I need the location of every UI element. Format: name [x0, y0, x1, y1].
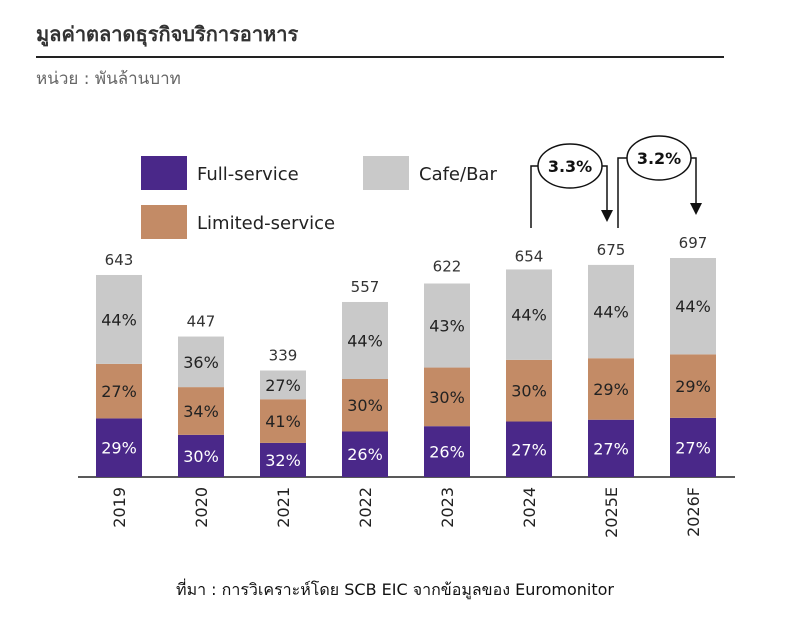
legend-label: Full-service — [197, 164, 299, 185]
x-tick-label: 2022 — [356, 487, 375, 528]
segment-label: 27% — [511, 440, 547, 459]
legend-swatch-2 — [363, 156, 409, 190]
segment-label: 29% — [675, 377, 711, 396]
arrow-head-icon — [690, 203, 702, 215]
total-label: 447 — [187, 313, 216, 331]
total-label: 557 — [351, 278, 380, 296]
growth-ellipse — [537, 143, 603, 189]
bar-segment-cafe-bar-2026F — [670, 258, 716, 355]
total-label: 622 — [433, 258, 462, 276]
bar-segment-full-service-2019 — [96, 418, 142, 477]
bar-segment-full-service-2026F — [670, 417, 716, 477]
x-tick-label: 2019 — [110, 487, 129, 528]
segment-label: 44% — [593, 303, 629, 322]
x-tick-label: 2026F — [684, 487, 703, 537]
bar-segment-limited-service-2021 — [260, 399, 306, 443]
bar-segment-limited-service-2020 — [178, 387, 224, 435]
growth-rate-label: 3.2% — [637, 149, 681, 168]
segment-label: 30% — [511, 382, 547, 401]
segment-label: 43% — [429, 317, 465, 336]
legend-swatch-0 — [141, 156, 187, 190]
bar-segment-limited-service-2026F — [670, 354, 716, 418]
x-tick-label: 2023 — [438, 487, 457, 528]
total-label: 697 — [679, 234, 708, 252]
growth-ellipse — [626, 135, 692, 181]
legend-label: Limited-service — [197, 213, 335, 234]
bar-segment-cafe-bar-2021 — [260, 370, 306, 400]
total-label: 339 — [269, 346, 298, 364]
total-label: 654 — [515, 248, 544, 266]
segment-label: 27% — [675, 438, 711, 457]
bar-segment-full-service-2025E — [588, 419, 634, 477]
segment-label: 44% — [675, 297, 711, 316]
legend-swatch-1 — [141, 205, 187, 239]
segment-label: 30% — [183, 447, 219, 466]
segment-label: 30% — [347, 396, 383, 415]
title-divider — [36, 56, 724, 58]
bar-segment-full-service-2022 — [342, 431, 388, 477]
bar-segment-limited-service-2025E — [588, 358, 634, 420]
bar-segment-cafe-bar-2020 — [178, 336, 224, 388]
bar-segment-limited-service-2019 — [96, 363, 142, 419]
bar-segment-cafe-bar-2025E — [588, 264, 634, 359]
segment-label: 32% — [265, 451, 301, 470]
growth-rate-label: 3.3% — [548, 157, 592, 176]
chart-title: มูลค่าตลาดธุรกิจบริการอาหาร — [36, 22, 299, 46]
bar-segment-limited-service-2022 — [342, 378, 388, 432]
bar-segment-cafe-bar-2024 — [506, 269, 552, 360]
bar-segment-full-service-2023 — [424, 426, 470, 477]
segment-label: 27% — [101, 382, 137, 401]
x-tick-label: 2020 — [192, 487, 211, 528]
bar-segment-cafe-bar-2023 — [424, 283, 470, 368]
bar-segment-full-service-2021 — [260, 442, 306, 477]
total-label: 675 — [597, 241, 626, 259]
growth-bracket-right — [690, 157, 697, 205]
growth-bracket-right — [601, 165, 608, 212]
segment-label: 29% — [593, 380, 629, 399]
x-tick-label: 2021 — [274, 487, 293, 528]
segment-label: 41% — [265, 412, 301, 431]
segment-label: 26% — [429, 443, 465, 462]
source-note: ที่มา : การวิเคราะห์โดย SCB EIC จากข้อมู… — [176, 580, 614, 599]
arrow-head-icon — [601, 210, 613, 222]
bar-segment-full-service-2020 — [178, 434, 224, 477]
unit-label: หน่วย : พันล้านบาท — [36, 69, 181, 89]
x-tick-label: 2025E — [602, 487, 621, 538]
growth-bracket-left — [617, 157, 627, 228]
bar-segment-limited-service-2024 — [506, 359, 552, 422]
segment-label: 26% — [347, 445, 383, 464]
total-label: 643 — [105, 251, 134, 269]
bar-segment-cafe-bar-2019 — [96, 274, 142, 364]
growth-bracket-left — [530, 165, 538, 228]
segment-label: 27% — [265, 376, 301, 395]
segment-label: 44% — [511, 306, 547, 325]
bar-segment-full-service-2024 — [506, 421, 552, 477]
segment-label: 30% — [429, 388, 465, 407]
segment-label: 44% — [101, 310, 137, 329]
legend-label: Cafe/Bar — [419, 164, 497, 185]
segment-label: 34% — [183, 402, 219, 421]
segment-label: 27% — [593, 439, 629, 458]
segment-label: 29% — [101, 439, 137, 458]
bar-segment-cafe-bar-2022 — [342, 301, 388, 379]
segment-label: 44% — [347, 331, 383, 350]
bar-segment-limited-service-2023 — [424, 367, 470, 427]
segment-label: 36% — [183, 353, 219, 372]
x-tick-label: 2024 — [520, 487, 539, 528]
